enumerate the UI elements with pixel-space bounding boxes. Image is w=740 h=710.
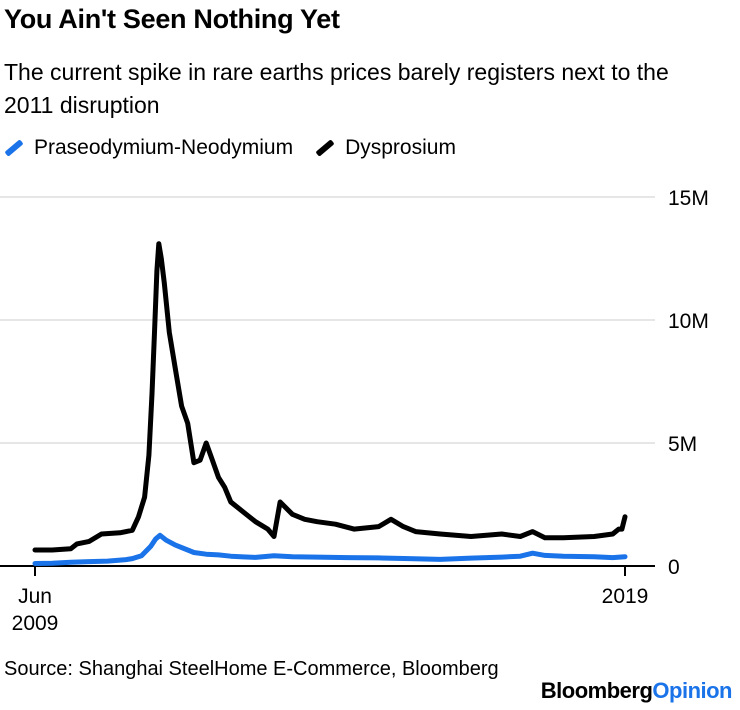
x-tick-label2-0: 2009 xyxy=(12,612,59,635)
x-tick-label-0: Jun xyxy=(18,585,52,608)
chart-subtitle: The current spike in rare earths prices … xyxy=(4,59,669,118)
y-tick-label-2: 10M xyxy=(668,310,709,333)
source-note: Source: Shanghai SteelHome E-Commerce, B… xyxy=(4,658,499,680)
x-tick-label-1: 2019 xyxy=(602,585,649,608)
y-tick-label-0: 0 xyxy=(668,556,680,579)
y-tick-label-1: 5M xyxy=(668,433,697,456)
legend-item-prnd: Praseodymium-Neodymium xyxy=(4,136,293,160)
series-line-praseodymium-neodymium xyxy=(32,532,628,566)
series-line-dysprosium xyxy=(32,241,628,553)
legend-label-prnd: Praseodymium-Neodymium xyxy=(34,136,294,159)
brand-logo: BloombergOpinion xyxy=(540,678,733,703)
legend: Praseodymium-Neodymium Dysprosium xyxy=(4,136,478,160)
legend-item-dy: Dysprosium xyxy=(315,136,456,160)
legend-swatch-prnd xyxy=(4,139,24,157)
legend-swatch-dy xyxy=(315,139,335,157)
legend-label-dy: Dysprosium xyxy=(345,136,456,159)
chart-title: You Ain't Seen Nothing Yet xyxy=(4,4,340,34)
chart-plot: 0 5M 10M 15M Jun 2009 2019 xyxy=(0,187,709,635)
y-tick-label-3: 15M xyxy=(668,187,709,210)
